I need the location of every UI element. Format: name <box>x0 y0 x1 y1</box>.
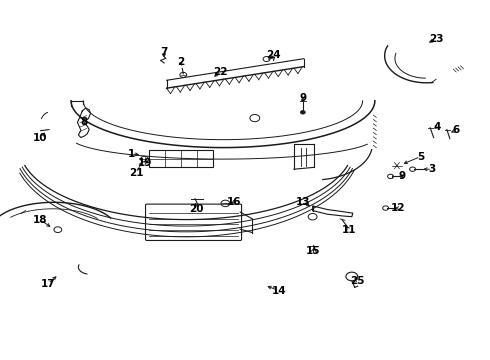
Text: 9: 9 <box>299 93 306 103</box>
Text: 20: 20 <box>189 204 203 214</box>
Text: 17: 17 <box>41 279 55 289</box>
Text: 24: 24 <box>266 50 281 60</box>
Text: 6: 6 <box>452 125 459 135</box>
Text: 23: 23 <box>429 34 443 44</box>
Text: 12: 12 <box>391 203 405 213</box>
Text: 3: 3 <box>429 164 436 174</box>
Text: 14: 14 <box>272 286 287 296</box>
Text: 5: 5 <box>417 152 424 162</box>
Text: 1: 1 <box>128 149 135 159</box>
Text: 8: 8 <box>81 117 88 127</box>
Text: 11: 11 <box>342 225 356 235</box>
Text: 19: 19 <box>137 158 152 168</box>
Text: 9: 9 <box>398 171 405 181</box>
Text: 21: 21 <box>129 168 144 178</box>
Text: 4: 4 <box>433 122 441 132</box>
Text: 25: 25 <box>350 276 365 286</box>
Text: 10: 10 <box>33 132 48 143</box>
Circle shape <box>300 111 305 114</box>
Text: 22: 22 <box>213 67 228 77</box>
Text: 13: 13 <box>295 197 310 207</box>
Text: 18: 18 <box>33 215 48 225</box>
Text: 15: 15 <box>305 246 320 256</box>
Text: 16: 16 <box>227 197 242 207</box>
Text: 7: 7 <box>160 47 168 57</box>
Text: 2: 2 <box>177 57 184 67</box>
